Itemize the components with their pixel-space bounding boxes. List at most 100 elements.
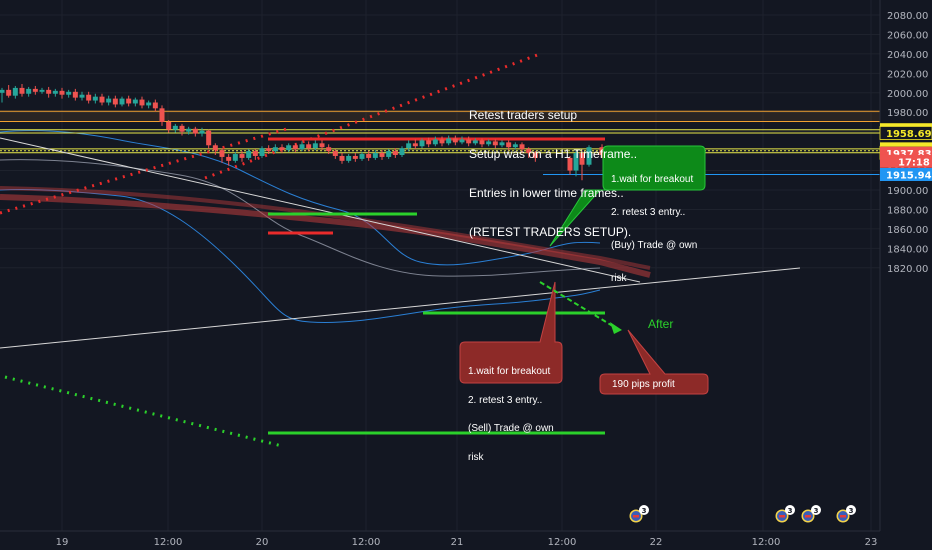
candle-body [472, 140, 478, 144]
candle-body [92, 96, 98, 101]
price-tick-label: 2040.00 [887, 50, 928, 61]
candle-body [272, 147, 278, 152]
sell-callout-text: 1.wait for breakout 2. retest 3 entry.. … [468, 348, 554, 472]
price-tick-label: 1840.00 [887, 244, 928, 255]
candle-body [99, 96, 105, 103]
price-tick-label: 1860.00 [887, 225, 928, 236]
price-tick-label: 1880.00 [887, 205, 928, 216]
candle-body [332, 151, 338, 156]
candle-body [32, 88, 38, 92]
price-tag [879, 126, 932, 140]
candle-body [112, 98, 118, 105]
flag-icon: 3 [800, 505, 821, 524]
candle-body [139, 99, 145, 106]
candle-body [279, 147, 285, 151]
candle-body [172, 125, 178, 130]
sell-callout-box [459, 281, 563, 384]
candle-body [106, 98, 112, 103]
buy-callout-line: 1.wait for breakout [611, 174, 694, 185]
candle-body [179, 125, 185, 132]
candle-body [199, 130, 205, 134]
buy-callout-line: (Buy) Trade @ own [611, 240, 698, 251]
flag-icon: 3 [628, 505, 649, 524]
candle-body [372, 153, 378, 158]
price-tick-label: 1820.00 [887, 264, 928, 275]
price-tag-label: 1937.83 [886, 149, 932, 160]
setup-text-line: Entries in lower time frames.. [469, 186, 624, 200]
candle-body [392, 151, 398, 155]
candle-body [432, 139, 438, 145]
price-axis[interactable]: 2080.00 2060.00 2040.00 2020.00 2000.00 1980.… [879, 0, 932, 550]
candle-body [339, 155, 345, 161]
price-tag-label: 17:18 [898, 157, 930, 168]
setup-text-line: Retest traders setup [469, 108, 578, 122]
candle-body [79, 94, 85, 98]
buy-callout-line: 2. retest 3 entry.. [611, 207, 686, 218]
candle-body [186, 128, 192, 132]
sell-callout-line: risk [468, 451, 484, 463]
candle-body [312, 143, 318, 149]
candle-body [26, 88, 32, 94]
candle-body [12, 87, 18, 96]
time-tick-label: 12:00 [352, 537, 381, 548]
time-tick-label: 22 [650, 537, 663, 548]
candle-body [346, 155, 352, 161]
time-axis[interactable]: 19 12:00 20 12:00 21 12:00 22 12:00 23 [0, 530, 880, 550]
time-tick-label: 20 [256, 537, 269, 548]
projection-arrow [539, 281, 617, 329]
time-tick-label: 21 [451, 537, 464, 548]
candle-body [452, 138, 458, 143]
buy-callout-box [549, 145, 706, 247]
price-tick-label: 2000.00 [887, 89, 928, 100]
candle-body [306, 144, 312, 149]
flag-icon-stripe [805, 515, 811, 518]
red-dotted-channel [204, 52, 541, 180]
bollinger-middle [0, 159, 601, 277]
bollinger-upper [0, 129, 601, 266]
price-tick-label: 2020.00 [887, 69, 928, 80]
candle-body [232, 154, 238, 161]
candle-body [299, 144, 305, 150]
marker-count: 3 [849, 507, 854, 515]
marker-count: 3 [814, 507, 819, 515]
candle-body [406, 143, 412, 149]
buy-callout-line: risk [611, 273, 627, 284]
after-label: After [648, 317, 674, 331]
candle-body [519, 144, 525, 150]
candle-body [526, 149, 532, 154]
candle-body [419, 140, 425, 147]
candle-body [146, 102, 152, 106]
candle-body [532, 153, 538, 158]
candle-body [466, 139, 472, 144]
candle-body [486, 141, 492, 145]
candle-body [239, 154, 245, 158]
candle-body [219, 150, 225, 157]
candle-body [399, 148, 405, 155]
event-markers[interactable]: 3 3 3 3 [628, 505, 856, 524]
candles [0, 84, 605, 181]
candle-body [512, 144, 518, 148]
price-tick-label: 1900.00 [887, 186, 928, 197]
price-tag-label: 1958.69 [886, 129, 932, 140]
candle-body [359, 154, 365, 159]
bollinger-lower [0, 188, 601, 324]
candle-body [479, 140, 485, 145]
price-tag [880, 167, 932, 181]
profit-callout-text: 190 pips profit [612, 379, 675, 390]
marker-count: 3 [642, 507, 647, 515]
marker-count-badge [846, 505, 856, 515]
candle-body [152, 102, 158, 109]
candle-body [159, 108, 165, 122]
moving-average-thick [0, 194, 651, 278]
time-tick-label: 12:00 [752, 537, 781, 548]
candle-body [459, 139, 465, 143]
profit-callout-box [599, 329, 709, 395]
price-tick-label: 2060.00 [887, 30, 928, 41]
candle-body [166, 121, 172, 130]
candle-body [66, 91, 72, 95]
price-tag-label: 1915.94 [886, 170, 932, 181]
time-axis-background [0, 531, 880, 550]
candle-body [492, 141, 498, 146]
